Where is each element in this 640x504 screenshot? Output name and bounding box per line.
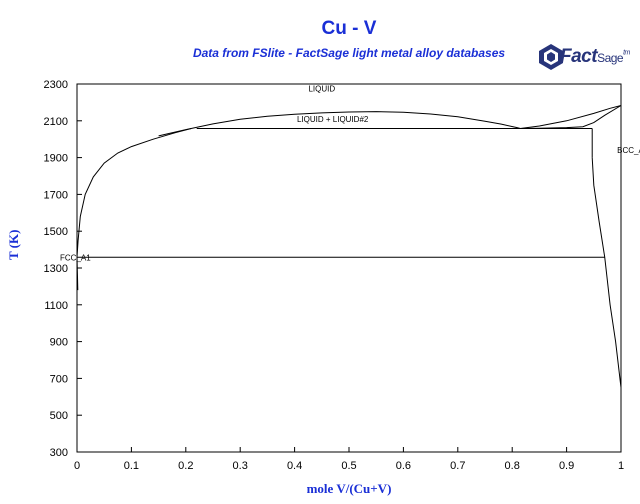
y-tick-label: 2100 bbox=[44, 116, 68, 128]
x-tick-label: 0.1 bbox=[124, 460, 139, 472]
y-tick-label: 1700 bbox=[44, 189, 68, 201]
phase-boundary-miscibility-gap bbox=[158, 111, 521, 137]
phase-region-label: FCC_A1 bbox=[60, 254, 91, 263]
plot-frame bbox=[76, 83, 622, 453]
factsage-logo: FactSagetm bbox=[536, 40, 636, 74]
phase-boundary-liquidus-v-side-lower bbox=[520, 105, 622, 129]
y-tick-label: 300 bbox=[50, 447, 68, 459]
x-tick-label: 0.8 bbox=[505, 460, 520, 472]
y-tick-label: 1100 bbox=[44, 300, 68, 312]
phase-region-label: BCC_A2 bbox=[617, 146, 640, 155]
x-tick-label: 0 bbox=[74, 460, 80, 472]
phase-boundary-liquidus-cu-side bbox=[76, 128, 192, 258]
y-tick-label: 500 bbox=[50, 410, 68, 422]
x-tick-label: 0.4 bbox=[287, 460, 302, 472]
factsage-logo-text: FactSagetm bbox=[560, 46, 630, 67]
y-tick-label: 1900 bbox=[44, 153, 68, 165]
y-tick-label: 1300 bbox=[44, 263, 68, 275]
x-tick-label: 0.6 bbox=[396, 460, 411, 472]
chart-subtitle: Data from FSlite - FactSage light metal … bbox=[192, 46, 506, 60]
x-tick-label: 0.5 bbox=[341, 460, 356, 472]
phase-region-label: LIQUID bbox=[308, 84, 335, 93]
y-tick-label: 2300 bbox=[44, 79, 68, 91]
phase-boundary-liquidus-v-side-upper bbox=[520, 105, 622, 129]
phase-boundary-fcc-solvus bbox=[76, 257, 79, 291]
phase-region-label: LIQUID + LIQUID#2 bbox=[297, 115, 369, 124]
y-tick-label: 1500 bbox=[44, 226, 68, 238]
chart-title: Cu - V bbox=[321, 18, 377, 39]
x-axis-label: mole V/(Cu+V) bbox=[306, 481, 392, 496]
y-tick-label: 700 bbox=[50, 373, 68, 385]
x-tick-label: 0.9 bbox=[559, 460, 574, 472]
x-tick-label: 0.7 bbox=[450, 460, 465, 472]
x-tick-label: 1 bbox=[618, 460, 624, 472]
factsage-logo-mark-icon bbox=[539, 44, 563, 70]
x-tick-label: 0.3 bbox=[233, 460, 248, 472]
y-tick-label: 900 bbox=[50, 337, 68, 349]
phase-boundary-bcc-solvus-lower bbox=[591, 157, 622, 388]
x-tick-label: 0.2 bbox=[178, 460, 193, 472]
